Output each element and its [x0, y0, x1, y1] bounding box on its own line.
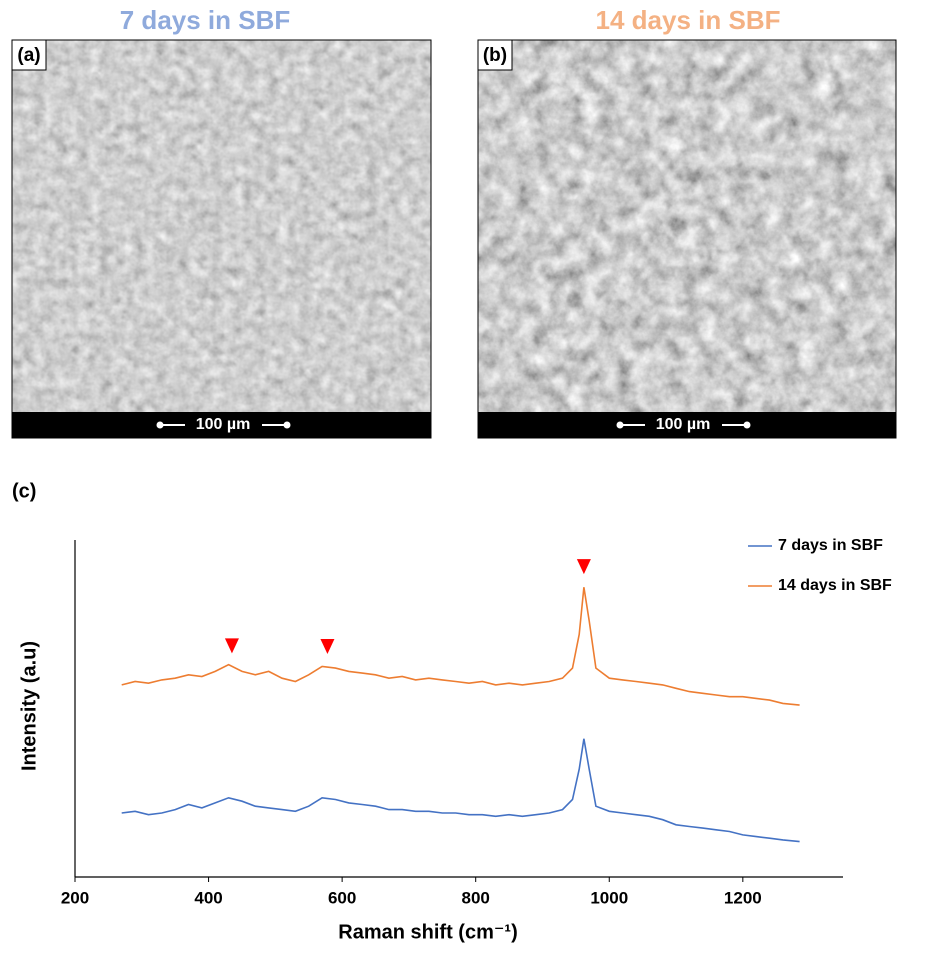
series-line: [121, 587, 800, 706]
x-tick-label: 400: [194, 888, 222, 907]
legend-label: 7 days in SBF: [778, 537, 883, 554]
label-box: [11, 39, 47, 71]
panel-label: (a): [17, 45, 40, 66]
sem-image: [12, 40, 431, 412]
scale-end: [743, 421, 751, 429]
x-tick-label: 1200: [724, 888, 762, 907]
x-tick-label: 800: [462, 888, 490, 907]
scale-label: 100 µm: [196, 416, 251, 433]
legend-label: 14 days in SBF: [778, 577, 892, 594]
x-tick-label: 600: [328, 888, 356, 907]
x-axis-label: Raman shift (cm⁻¹): [338, 921, 517, 943]
scale-label: 100 µm: [656, 416, 711, 433]
x-tick-label: 1000: [590, 888, 628, 907]
series-line: [121, 738, 800, 843]
panel-title: 14 days in SBF: [596, 5, 781, 35]
scale-end: [283, 421, 291, 429]
scale-end: [616, 421, 624, 429]
peak-marker: [320, 639, 335, 655]
peak-marker: [576, 559, 591, 575]
label-box: [477, 39, 513, 71]
x-tick-label: 200: [61, 888, 89, 907]
scale-band: [478, 412, 896, 438]
panel-label: (c): [12, 480, 36, 502]
y-axis-label: Intensity (a.u): [18, 641, 40, 771]
scale-band: [12, 412, 431, 438]
panel-label: (b): [483, 45, 507, 66]
peak-marker: [224, 638, 239, 654]
sem-image: [478, 40, 896, 412]
panel-title: 7 days in SBF: [120, 5, 291, 35]
scale-end: [156, 421, 164, 429]
